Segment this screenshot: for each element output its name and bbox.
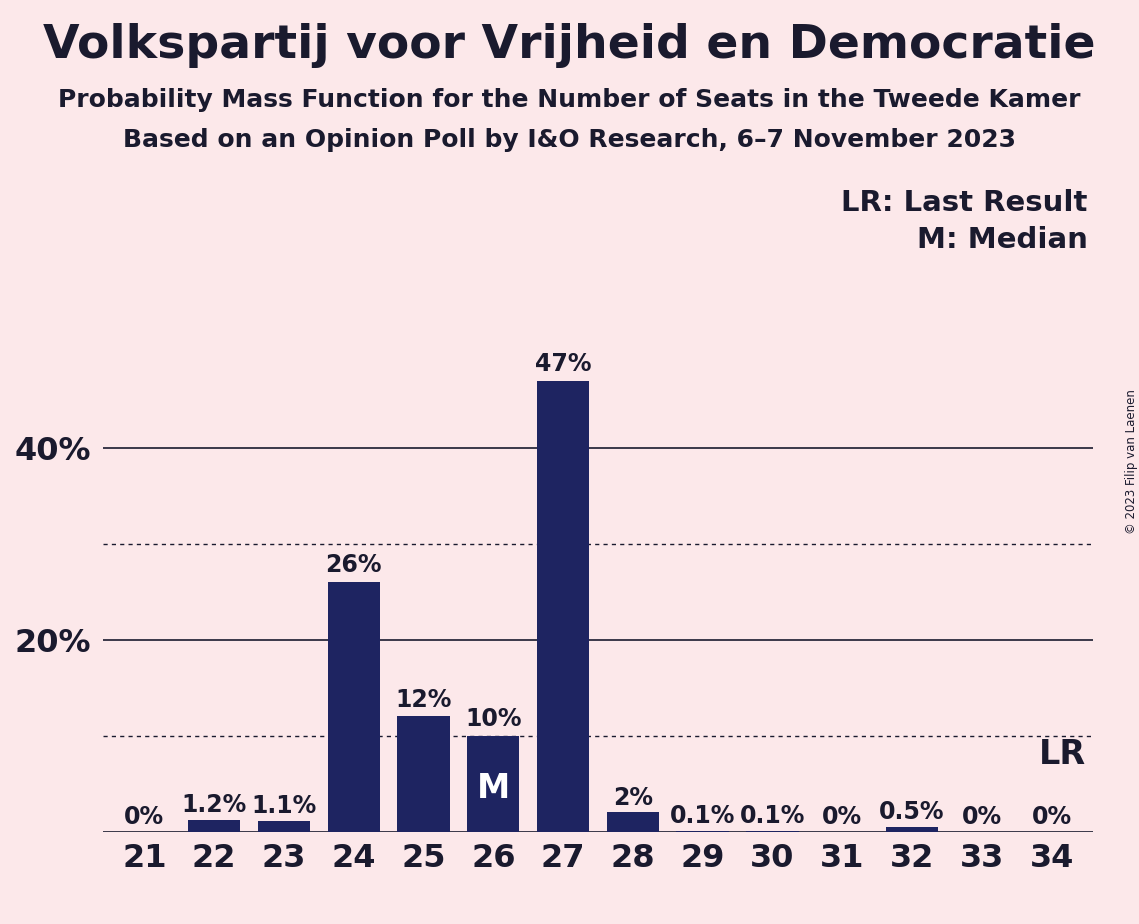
Bar — [328, 582, 380, 832]
Bar — [677, 831, 729, 832]
Bar — [257, 821, 310, 832]
Text: M: Median: M: Median — [917, 226, 1088, 254]
Text: Probability Mass Function for the Number of Seats in the Tweede Kamer: Probability Mass Function for the Number… — [58, 88, 1081, 112]
Text: M: M — [477, 772, 510, 805]
Text: 0%: 0% — [1032, 805, 1072, 829]
Text: 47%: 47% — [535, 352, 591, 376]
Text: 0.1%: 0.1% — [739, 804, 805, 828]
Text: LR: Last Result: LR: Last Result — [842, 189, 1088, 217]
Bar — [188, 821, 240, 832]
Text: 26%: 26% — [326, 553, 382, 578]
Text: © 2023 Filip van Laenen: © 2023 Filip van Laenen — [1124, 390, 1138, 534]
Text: 12%: 12% — [395, 687, 452, 711]
Text: LR: LR — [1039, 738, 1087, 772]
Text: 0.1%: 0.1% — [670, 804, 736, 828]
Text: 10%: 10% — [465, 707, 522, 731]
Text: 0.5%: 0.5% — [879, 800, 944, 824]
Bar — [467, 736, 519, 832]
Bar — [536, 381, 589, 832]
Text: 0%: 0% — [961, 805, 1002, 829]
Bar — [746, 831, 798, 832]
Bar — [886, 827, 939, 832]
Text: 1.1%: 1.1% — [252, 794, 317, 818]
Bar — [607, 812, 659, 832]
Text: 1.2%: 1.2% — [181, 793, 247, 817]
Text: Volkspartij voor Vrijheid en Democratie: Volkspartij voor Vrijheid en Democratie — [43, 23, 1096, 68]
Text: 0%: 0% — [822, 805, 862, 829]
Text: Based on an Opinion Poll by I&O Research, 6–7 November 2023: Based on an Opinion Poll by I&O Research… — [123, 128, 1016, 152]
Text: 0%: 0% — [124, 805, 164, 829]
Bar — [398, 716, 450, 832]
Text: 2%: 2% — [613, 785, 653, 809]
